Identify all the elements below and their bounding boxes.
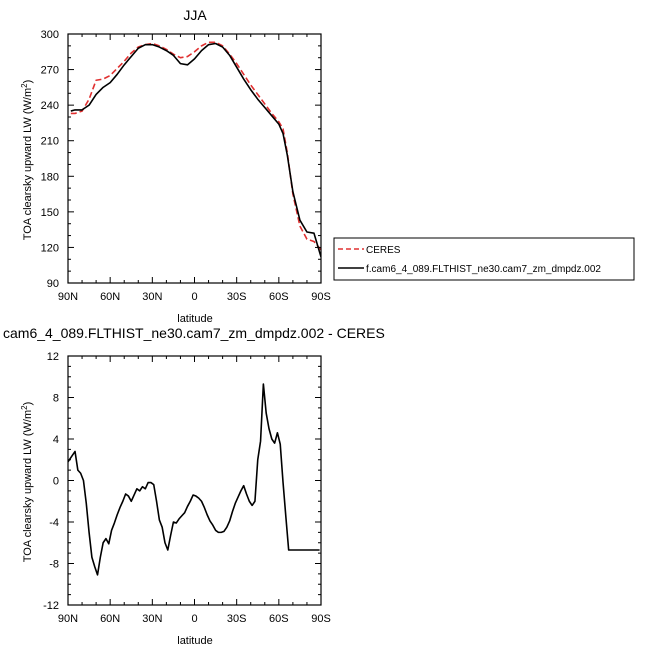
- panel-top-plot-area: 90N 60N 30N 0 30S 60S 90S 90 120 150 180 210 240 270 3…: [41, 29, 331, 303]
- panel-bottom-plot-area: 90N 60N 30N 0 30S 60S 90S -12 -8 -4 0 4 8 12: [43, 351, 331, 625]
- panel-bottom-ytick-label: -8: [49, 559, 59, 571]
- panel-top-ticks: 90N 60N 30N 0 30S 60S 90S 90 120 150 180 210 240 270 3…: [41, 29, 331, 303]
- panel-top-ytick-label: 210: [41, 136, 59, 148]
- legend-box: [333, 237, 635, 281]
- panel-top-ytick-label: 150: [41, 207, 59, 219]
- panel-top-ytick-label: 120: [41, 242, 59, 254]
- panel-top-xtick-label: 60N: [100, 291, 120, 303]
- panel-top-xtick-label: 30N: [142, 291, 162, 303]
- panel-bottom-title: cam6_4_089.FLTHIST_ne30.cam7_zm_dmpdz.00…: [3, 325, 385, 341]
- panel-bottom-y-axis-title: TOA clearsky upward LW (W/m2): [20, 402, 34, 563]
- panel-bottom-ytick-label: -12: [43, 600, 59, 612]
- panel-bottom-y-axis-title-text: TOA clearsky upward LW (W/m: [22, 410, 34, 562]
- panel-bottom-ytick-label: 12: [47, 351, 59, 363]
- legend: CERES f.cam6_4_089.FLTHIST_ne30.cam7_zm_…: [333, 237, 635, 281]
- panel-top-y-axis-title-sup: 2: [20, 83, 29, 88]
- panel-bottom-series-line-0: [68, 383, 320, 576]
- panel-bottom-ytick-label: 0: [53, 476, 59, 488]
- panel-bottom-xtick-label: 60N: [100, 613, 120, 625]
- panel-top-xtick-label: 30S: [227, 291, 247, 303]
- panel-top-y-axis-title-text: TOA clearsky upward LW (W/m: [22, 88, 34, 240]
- panel-top-xtick-label: 0: [191, 291, 197, 303]
- panel-bottom-xtick-label: 0: [191, 613, 197, 625]
- panel-bottom-y-axis-title-close: ): [22, 402, 34, 406]
- panel-bottom-ticks: 90N 60N 30N 0 30S 60S 90S -12 -8 -4 0 4 8 12: [43, 351, 331, 625]
- panel-top-title: JJA: [183, 7, 207, 23]
- panel-top-y-axis-title: TOA clearsky upward LW (W/m2): [20, 80, 34, 241]
- panel-top-ytick-label: 180: [41, 171, 59, 183]
- legend-label-ceres: CERES: [366, 245, 401, 256]
- panel-bottom: cam6_4_089.FLTHIST_ne30.cam7_zm_dmpdz.00…: [3, 325, 385, 647]
- panel-top-xtick-label: 90N: [58, 291, 78, 303]
- panel-top-x-axis-title: latitude: [177, 313, 212, 325]
- panel-top-y-axis-title-close: ): [22, 80, 34, 84]
- panel-top-series-group: [70, 41, 321, 258]
- panel-top: JJA 90N 60N 30N 0 30S 60S 90S 90 120 150 180 210 240…: [20, 7, 635, 325]
- panel-bottom-xtick-label: 90S: [311, 613, 331, 625]
- panel-top-series-line-1: [70, 42, 321, 258]
- panel-top-ytick-label: 90: [47, 278, 59, 290]
- panel-bottom-xtick-label: 30N: [142, 613, 162, 625]
- panel-top-ytick-label: 300: [41, 29, 59, 41]
- legend-label-model: f.cam6_4_089.FLTHIST_ne30.cam7_zm_dmpdz.…: [366, 264, 601, 275]
- panel-bottom-xtick-label: 90N: [58, 613, 78, 625]
- panel-bottom-ytick-label: -4: [49, 517, 59, 529]
- panel-bottom-xtick-label: 30S: [227, 613, 247, 625]
- panel-top-ytick-label: 240: [41, 100, 59, 112]
- panel-top-xtick-label: 60S: [269, 291, 289, 303]
- panel-top-series-line-0: [70, 41, 321, 251]
- panel-top-frame: [67, 33, 322, 284]
- panel-top-xtick-label: 90S: [311, 291, 331, 303]
- panel-bottom-ytick-label: 8: [53, 393, 59, 405]
- panel-bottom-xtick-label: 60S: [269, 613, 289, 625]
- panel-bottom-ytick-label: 4: [53, 434, 59, 446]
- panel-bottom-series-group: [68, 383, 320, 576]
- panel-top-ytick-label: 270: [41, 65, 59, 77]
- panel-bottom-y-axis-title-sup: 2: [20, 405, 29, 410]
- panel-bottom-x-axis-title: latitude: [177, 635, 212, 647]
